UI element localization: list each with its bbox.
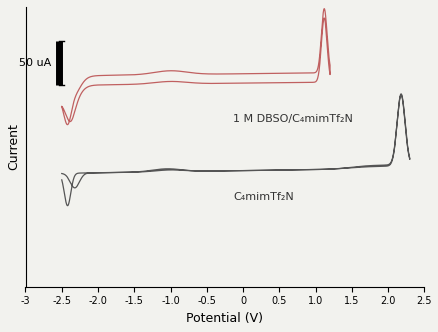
Y-axis label: Current: Current — [7, 124, 20, 170]
X-axis label: Potential (V): Potential (V) — [186, 312, 263, 325]
Text: 50 uA: 50 uA — [19, 58, 51, 68]
Text: 1 M DBSO/C₄mimTf₂N: 1 M DBSO/C₄mimTf₂N — [232, 114, 352, 124]
Text: C₄mimTf₂N: C₄mimTf₂N — [232, 192, 293, 202]
